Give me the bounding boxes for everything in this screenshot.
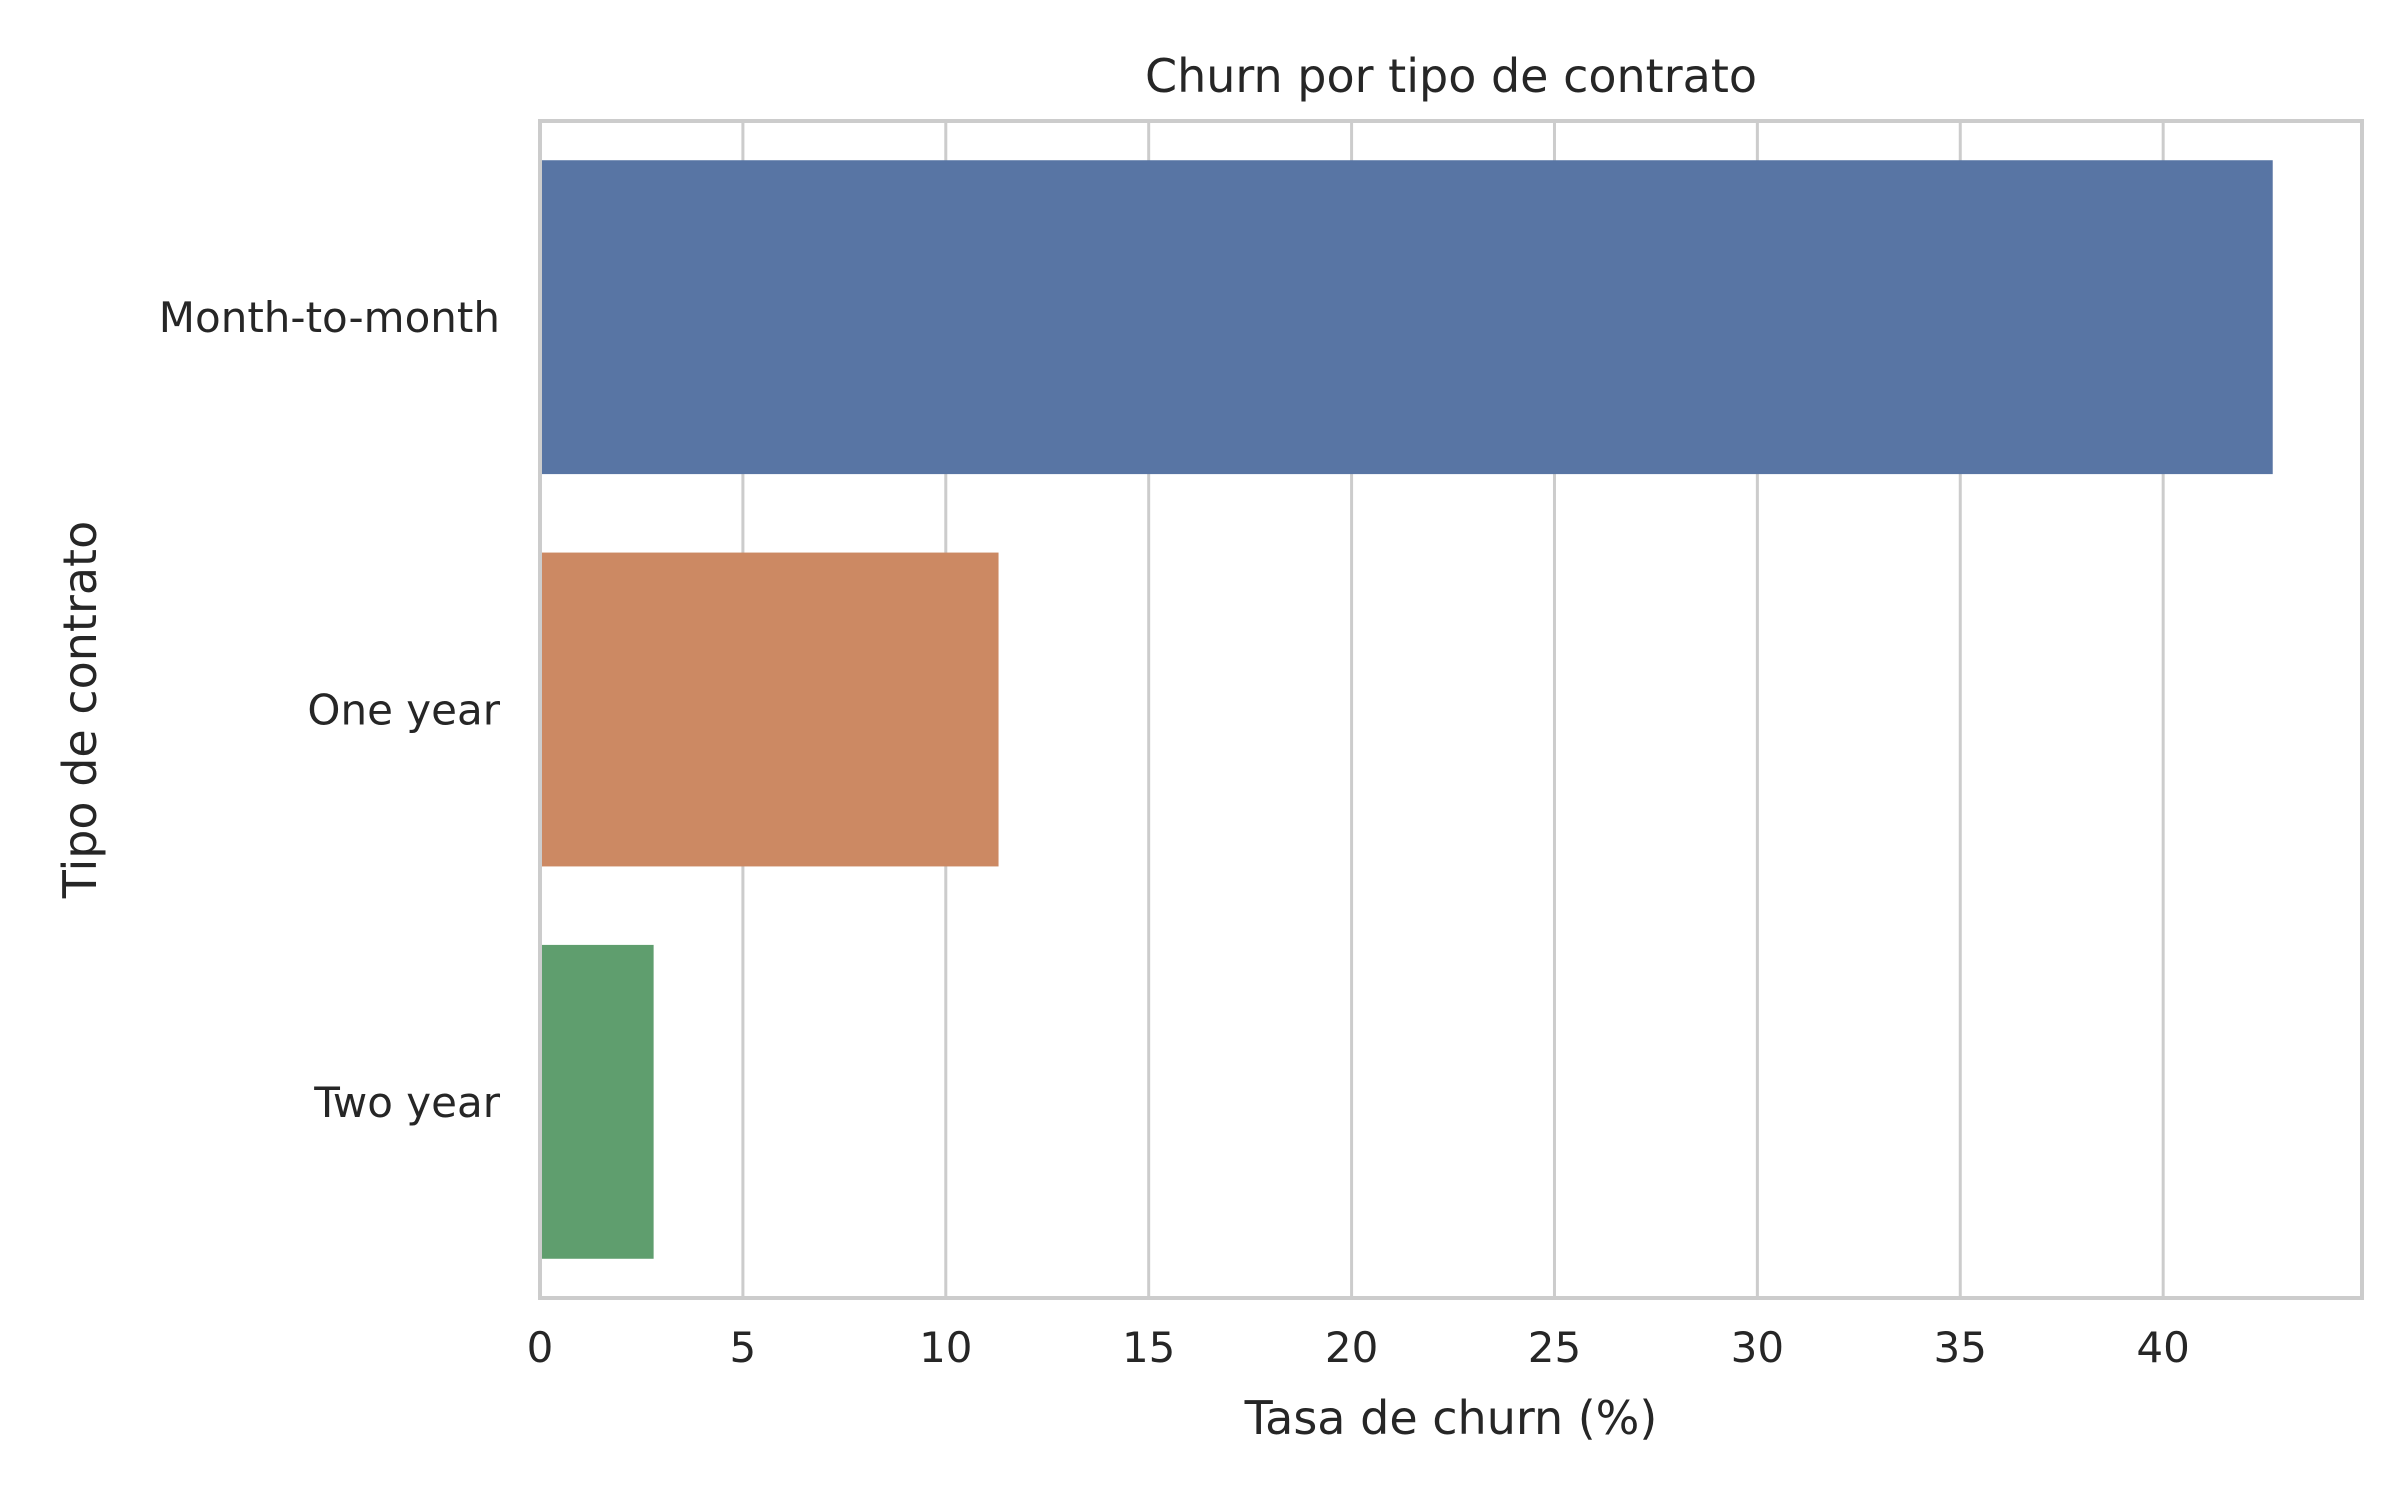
x-tick-label: 20 [1325,1323,1378,1372]
bars [540,160,2273,1259]
x-axis-label: Tasa de churn (%) [1244,1391,1658,1445]
plot-frame [538,119,2364,1300]
bar-one-year [540,552,999,867]
chart-title: Churn por tipo de contrato [1145,49,1757,103]
x-tick-label: 5 [730,1323,757,1372]
bar-two-year [540,944,654,1259]
x-tick-label: 35 [1934,1323,1987,1372]
y-axis-label: Tipo de contrato [53,521,107,899]
x-tick-labels: 0 5 10 15 20 25 30 35 40 [527,1323,2190,1372]
x-tick-label: 30 [1731,1323,1784,1372]
y-tick-label: Month-to-month [159,293,500,342]
y-tick-labels: Month-to-month One year Two year [159,293,501,1127]
x-tick-label: 0 [527,1323,554,1372]
x-tick-label: 40 [2136,1323,2189,1372]
bar-month-to-month [540,160,2273,475]
y-tick-label: One year [307,686,500,735]
x-tick-label: 25 [1528,1323,1581,1372]
x-tick-label: 15 [1122,1323,1175,1372]
y-tick-label: Two year [313,1078,501,1127]
x-tick-label: 10 [919,1323,972,1372]
